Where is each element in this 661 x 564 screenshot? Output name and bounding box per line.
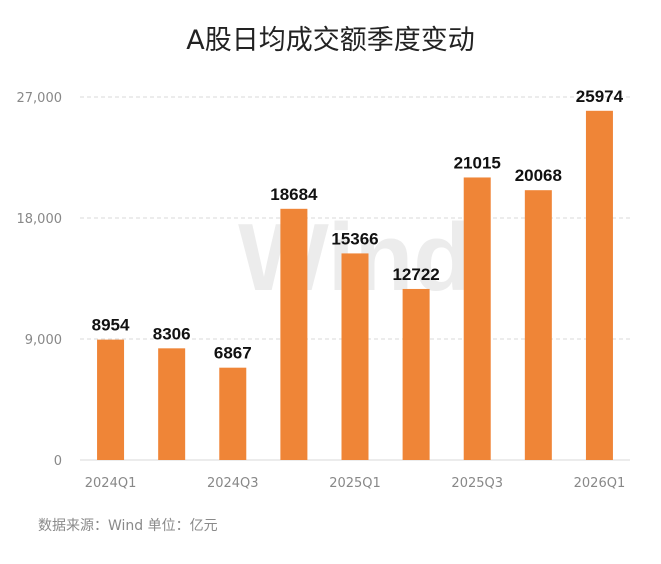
y-tick-label: 9,000 <box>25 333 62 348</box>
data-label: 25974 <box>576 87 624 106</box>
y-tick-label: 0 <box>54 454 62 469</box>
source-note: 数据来源：Wind 单位：亿元 <box>38 518 218 534</box>
data-label: 18684 <box>270 185 318 204</box>
data-label: 21015 <box>454 153 501 172</box>
bars <box>97 110 613 460</box>
y-axis-ticks: 0 9,000 18,000 27,000 <box>17 91 63 469</box>
bar-2024Q2 <box>158 348 186 460</box>
y-tick-label: 18,000 <box>17 212 63 227</box>
data-label: 8306 <box>153 324 191 343</box>
x-axis-ticks: 2024Q1 2024Q3 2025Q1 2025Q3 2026Q1 <box>85 476 625 491</box>
data-label: 6867 <box>214 344 252 363</box>
x-tick-label: 2026Q1 <box>574 476 626 491</box>
bar-2024Q3 <box>219 367 247 460</box>
bar-2024Q1 <box>97 339 125 460</box>
bar-2024Q4 <box>280 208 308 460</box>
data-label: 8954 <box>92 316 130 335</box>
x-tick-label: 2025Q3 <box>451 476 503 491</box>
x-tick-label: 2024Q1 <box>85 476 137 491</box>
bar-2025Q1 <box>341 253 369 460</box>
data-label: 15366 <box>331 229 378 248</box>
data-label: 20068 <box>515 166 562 185</box>
data-label: 12722 <box>392 265 439 284</box>
bar-2026Q1 <box>585 110 613 460</box>
chart-title: A股日均成交额季度变动 <box>186 25 475 56</box>
bar-2025Q4 <box>524 190 552 460</box>
bar-2025Q3 <box>463 177 491 460</box>
y-tick-label: 27,000 <box>17 91 63 106</box>
data-labels: 8954 8306 6867 18684 15366 12722 21015 20068 259… <box>92 87 624 363</box>
bar-2025Q2 <box>402 288 430 460</box>
x-tick-label: 2024Q3 <box>207 476 259 491</box>
x-tick-label: 2025Q1 <box>329 476 381 491</box>
